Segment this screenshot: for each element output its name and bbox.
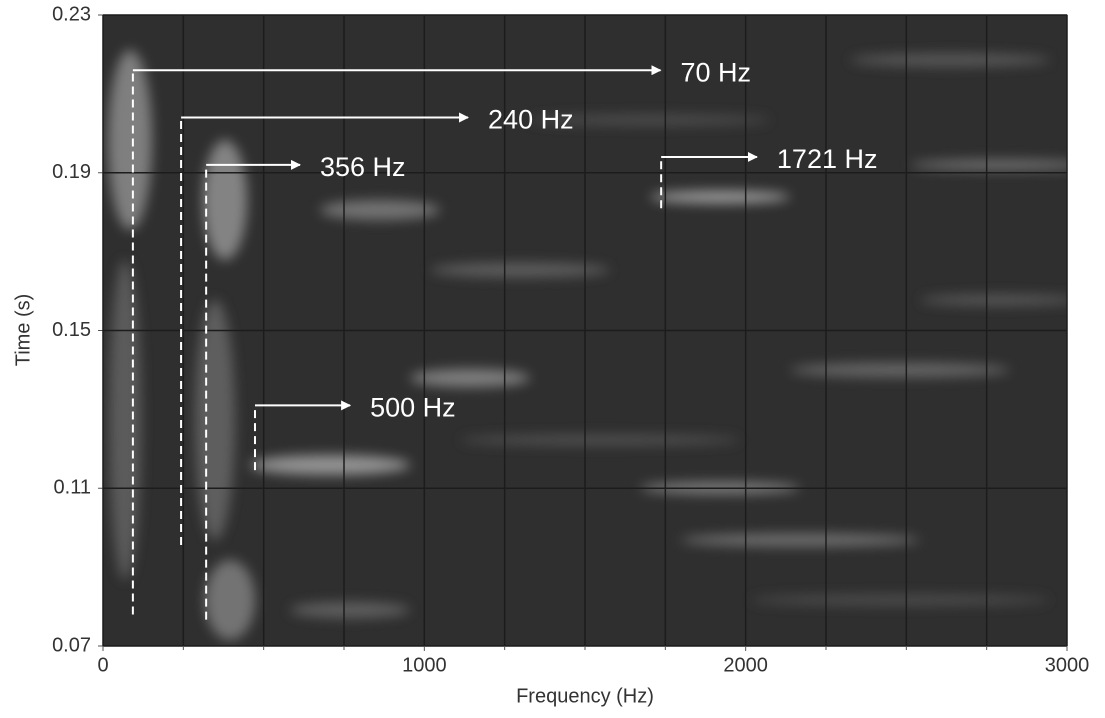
y-tick-label: 0.07 xyxy=(52,634,91,656)
annotation-label: 356 Hz xyxy=(320,152,406,182)
x-tick-label: 1000 xyxy=(402,654,447,676)
x-tick-label: 0 xyxy=(97,654,108,676)
annotation-label: 70 Hz xyxy=(681,57,752,87)
y-axis-label: Time (s) xyxy=(12,294,34,367)
annotation-label: 500 Hz xyxy=(370,393,456,423)
x-axis-label: Frequency (Hz) xyxy=(516,685,654,707)
annotation-label: 240 Hz xyxy=(488,105,574,135)
annotation-label: 1721 Hz xyxy=(777,144,878,174)
y-tick-label: 0.23 xyxy=(52,3,91,25)
y-tick-label: 0.11 xyxy=(54,477,91,499)
y-tick-label: 0.19 xyxy=(52,161,91,183)
y-tick-label: 0.15 xyxy=(52,319,91,341)
x-tick-label: 3000 xyxy=(1045,654,1090,676)
x-tick-label: 2000 xyxy=(723,654,768,676)
